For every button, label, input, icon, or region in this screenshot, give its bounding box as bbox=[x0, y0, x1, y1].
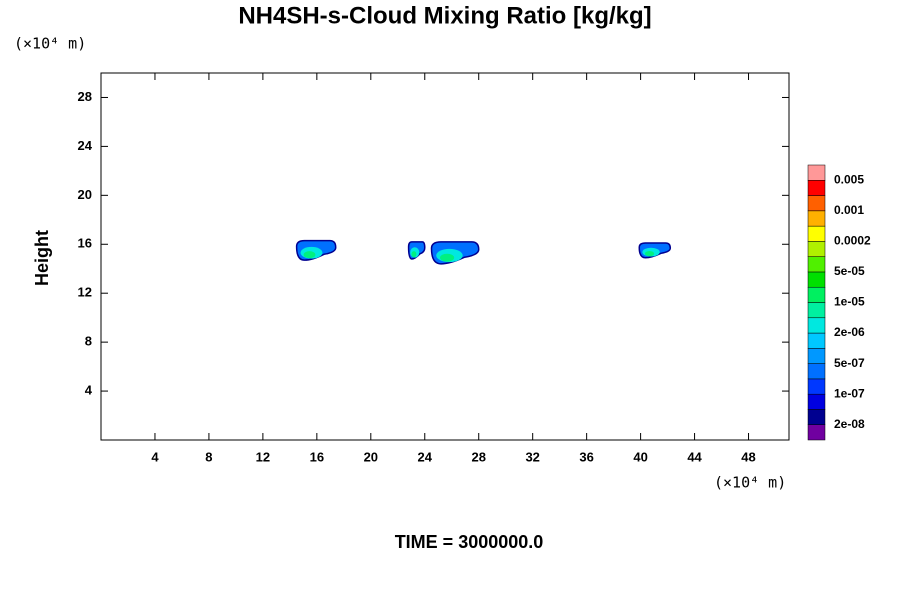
footer: TIME = 3000000.0 bbox=[395, 532, 544, 552]
x-tick-label: 32 bbox=[525, 449, 539, 464]
colorbar-swatch bbox=[807, 424, 826, 441]
x-tick-label: 20 bbox=[364, 449, 378, 464]
colorbar-swatch bbox=[807, 393, 826, 410]
colorbar-swatch bbox=[807, 409, 826, 425]
y-tick-label: 4 bbox=[85, 383, 93, 398]
y-tick-label: 12 bbox=[78, 285, 92, 300]
x-tick-label: 28 bbox=[471, 449, 485, 464]
colorbar-swatch bbox=[807, 225, 826, 242]
colorbar-swatch bbox=[807, 378, 826, 395]
y-tick-label: 16 bbox=[78, 236, 92, 251]
x-unit: (×10⁴ m) bbox=[714, 474, 786, 492]
colorbar-label: 1e-07 bbox=[834, 386, 865, 400]
cloud-core bbox=[303, 251, 316, 259]
chart-title: NH4SH-s-Cloud Mixing Ratio [kg/kg] bbox=[238, 2, 651, 29]
cloud-core bbox=[440, 253, 455, 262]
colorbar-label: 1e-05 bbox=[834, 295, 865, 309]
colorbar-label: 0.005 bbox=[834, 172, 864, 186]
colorbar-label: 2e-08 bbox=[834, 417, 865, 431]
y-unit: (×10⁴ m) bbox=[14, 35, 86, 53]
colorbar-swatch bbox=[807, 180, 826, 196]
cloud-core bbox=[644, 250, 655, 257]
y-tick-label: 20 bbox=[78, 187, 92, 202]
plot-frame bbox=[100, 72, 790, 441]
y-tick-label: 24 bbox=[78, 138, 93, 153]
colorbar-swatch bbox=[807, 241, 826, 257]
x-tick-label: 16 bbox=[310, 449, 324, 464]
x-tick-label: 44 bbox=[687, 449, 702, 464]
x-tick-label: 24 bbox=[418, 449, 433, 464]
colorbar-swatch bbox=[807, 164, 826, 181]
x-tick-label: 4 bbox=[151, 449, 159, 464]
colorbar-label: 0.0002 bbox=[834, 234, 871, 248]
colorbar-label: 2e-06 bbox=[834, 325, 865, 339]
colorbar-swatch bbox=[807, 363, 826, 380]
y-axis-label: Height bbox=[32, 230, 52, 286]
colorbar-swatch bbox=[807, 195, 826, 212]
x-tick-label: 36 bbox=[579, 449, 593, 464]
colorbar-swatch bbox=[807, 286, 826, 303]
colorbar-swatch bbox=[807, 348, 826, 364]
colorbar-swatch bbox=[807, 271, 826, 288]
colorbar-swatch bbox=[807, 317, 826, 334]
colorbar-swatch bbox=[807, 256, 826, 273]
cloud-core bbox=[411, 251, 417, 258]
colorbar-swatch bbox=[807, 332, 826, 349]
y-tick-label: 8 bbox=[85, 334, 92, 349]
colorbar-label: 5e-05 bbox=[834, 264, 865, 278]
colorbar-label: 5e-07 bbox=[834, 356, 865, 370]
colorbar-label: 0.001 bbox=[834, 203, 864, 217]
colorbar-swatch bbox=[807, 302, 826, 319]
x-tick-label: 12 bbox=[256, 449, 270, 464]
x-tick-label: 8 bbox=[205, 449, 212, 464]
x-tick-label: 48 bbox=[741, 449, 755, 464]
y-tick-label: 28 bbox=[78, 89, 92, 104]
x-tick-label: 40 bbox=[633, 449, 647, 464]
colorbar-swatch bbox=[807, 210, 826, 227]
